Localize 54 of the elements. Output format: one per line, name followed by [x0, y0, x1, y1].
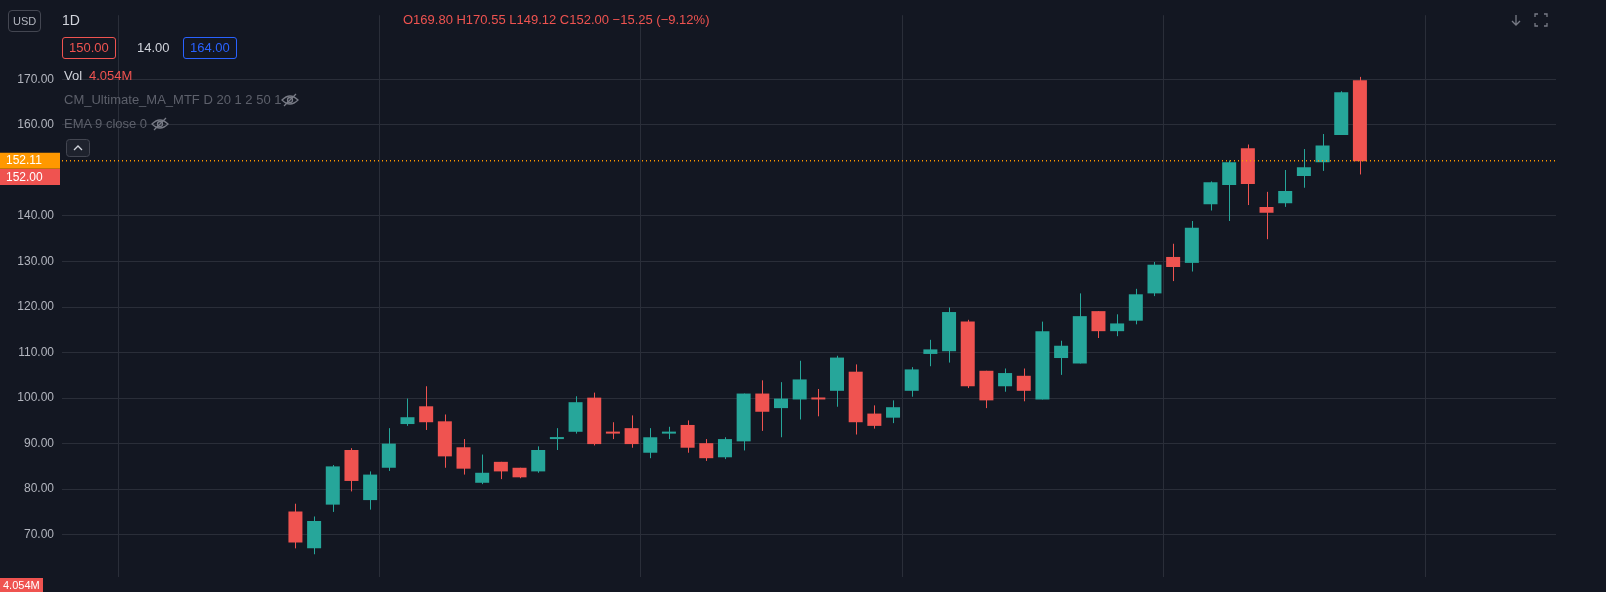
candlestick — [643, 427, 658, 459]
candlestick — [1315, 133, 1330, 172]
y-tick-label: 130.00 — [17, 253, 55, 268]
candlestick — [419, 385, 434, 431]
y-tick-label: 100.00 — [17, 390, 55, 405]
candlestick — [1278, 169, 1293, 208]
candlestick — [773, 381, 788, 438]
candlestick — [811, 388, 826, 417]
chart-title: 1D — [62, 12, 80, 28]
candlestick — [475, 454, 490, 485]
candlestick — [1054, 340, 1069, 376]
candlestick — [1222, 159, 1237, 222]
annotation: CM_Ultimate_MA_MTF D 20 1 2 50 1 — [64, 92, 282, 108]
y-tick-label: 160.00 — [17, 117, 55, 132]
candlestick — [1259, 191, 1274, 240]
ref-line-label: 152.11 — [6, 153, 43, 168]
candlestick — [1166, 243, 1181, 282]
y-tick-label: 140.00 — [17, 208, 55, 223]
annotation: Vol — [64, 68, 83, 84]
y-tick-label: 90.00 — [23, 435, 55, 450]
text: 152.00 — [0, 169, 60, 185]
text: 4.054M — [0, 578, 43, 592]
annotation: O169.80 H170.55 L149.12 C152.00 −15.25 (−9.12%) — [403, 12, 710, 28]
candlestick — [904, 366, 919, 398]
y-tick-label: 170.00 — [17, 71, 55, 86]
candlestick — [400, 398, 415, 427]
annotation: EMA 9 close 0 — [64, 116, 148, 132]
candlestick — [923, 339, 938, 367]
candlestick — [1296, 148, 1311, 189]
candlestick — [886, 399, 901, 424]
candlestick — [792, 360, 807, 420]
y-tick-label: 120.00 — [17, 299, 55, 314]
text: USD — [8, 10, 42, 32]
candlestick — [549, 427, 564, 451]
candlestick — [867, 404, 882, 430]
candlestick — [717, 436, 732, 460]
candlestick — [755, 379, 770, 432]
candlestick — [998, 368, 1013, 393]
candlestick — [1110, 313, 1125, 337]
y-tick-label: 110.00 — [18, 344, 55, 359]
candlestick — [456, 438, 471, 476]
candlestick — [1016, 368, 1031, 402]
annotation: 150.00 — [62, 37, 116, 59]
y-tick-label: 70.00 — [23, 527, 55, 541]
annotation: 14.00 — [137, 40, 170, 56]
candlestick — [680, 419, 695, 454]
candlestick — [1203, 180, 1218, 212]
candlestick — [1091, 310, 1106, 339]
candlestick — [531, 445, 546, 474]
annotation: 164.00 — [183, 37, 237, 59]
candlestick — [699, 438, 714, 462]
y-tick-label: 80.00 — [23, 481, 55, 496]
annotation: 4.054M — [89, 68, 133, 84]
candlestick — [624, 414, 639, 449]
